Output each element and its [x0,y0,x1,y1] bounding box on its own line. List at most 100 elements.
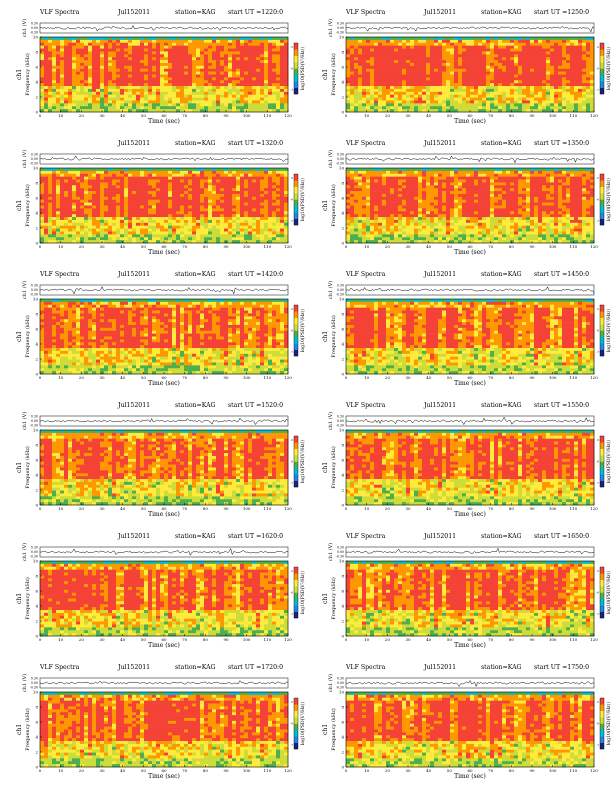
spectrogram-cell [128,222,133,226]
spectrogram-cell [224,54,229,58]
spectrogram-cell [284,103,289,107]
spectrogram-cell [264,91,269,95]
spectrogram-cell [64,219,69,224]
spectrogram-cell [100,237,105,241]
spectrogram-cell [168,234,173,238]
spectrogram-cell [152,54,157,58]
spectrogram-cell [132,88,137,93]
spectrogram-cell [538,62,543,67]
spectrogram-cell [124,188,129,192]
spectrogram-cell [192,65,197,70]
spectrogram-cell [100,51,105,55]
spectrogram-cell [116,240,121,244]
spectrogram-cell [542,68,547,72]
spectrogram-cell [84,188,89,192]
spectrogram-cell [104,103,109,107]
spectrogram-cell [362,74,367,78]
spectrogram-cell [546,94,551,98]
spectrogram-cell [52,54,57,58]
spectrogram-cell [240,88,245,93]
colorbar-tick-label: -7 [596,88,599,92]
spectrogram-cell [44,222,49,226]
spectrogram-cell [450,88,455,93]
spectrogram-cell [534,42,539,46]
spectrogram-cell [48,173,53,177]
spectrogram-cell [386,100,391,104]
spectrogram-cell [244,103,249,107]
spectrogram-cell [116,211,121,215]
spectrogram-cell [164,208,169,212]
spectrogram-cell [156,83,161,87]
spectrogram-cell [406,39,411,44]
spectrogram-cell [264,48,269,52]
spectrogram-cell [418,83,423,87]
spectrogram-cell [470,109,475,113]
spectrogram-cell [236,109,241,113]
spectrogram-cell [68,39,73,44]
spectrogram-cell [498,62,503,67]
spectrogram-cell [76,100,81,104]
spectrogram-cell [112,62,117,67]
spectrogram-cell [554,60,559,64]
spectrogram-cell [462,83,467,87]
spectrogram-cell [224,88,229,93]
spectrogram-cell [502,65,507,70]
spectrogram-cell [140,103,145,107]
spectrogram-cell [276,196,281,201]
spectrogram-cell [224,182,229,186]
spectrogram-cell [196,214,201,218]
spectrogram-cell [538,91,543,95]
spectrogram-cell [80,176,85,180]
spectrogram-cell [92,51,97,55]
spectrogram-cell [144,170,149,175]
spectrogram-cell [148,106,153,110]
spectrogram-cell [76,48,81,52]
spectrogram-cell [578,74,583,78]
spectrogram-cell [88,185,93,189]
spectrogram-cell [224,219,229,224]
spectrogram-cell [252,106,257,110]
spectrogram-cell [390,60,395,64]
spectrogram-cell [434,74,439,78]
spectrogram-cell [570,62,575,67]
spectrogram-cell [232,74,237,78]
spectrogram-cell [116,170,121,175]
spectrogram-cell [248,168,253,172]
spectrogram-cell [268,168,273,172]
spectrogram-cell [394,65,399,70]
spectrogram-cell [128,188,133,192]
spectrogram-cell [358,86,363,90]
spectrogram-cell [518,109,523,113]
spectrogram-cell [438,86,443,90]
spectrogram-cell [390,65,395,70]
spectrogram-cell [120,173,125,177]
spectrogram-cell [220,173,225,177]
spectrogram-cell [268,199,273,203]
spectrogram-cell [216,80,221,84]
spectrogram-cell [108,205,113,209]
spectrogram-cell [200,71,205,75]
spectrogram-cell [462,60,467,64]
spectrogram-cell [240,42,245,46]
spectrogram-cell [248,77,253,81]
spectrogram-cell [200,182,205,186]
spectrogram-cell [176,219,181,224]
spectrogram-cell [582,109,587,113]
spectrogram-cell [132,91,137,95]
spectrogram-cell [526,91,531,95]
spectrogram-cell [116,176,121,180]
spectrogram-cell [112,205,117,209]
spectrogram-cell [256,191,261,195]
spectrogram-cell [268,179,273,183]
spectrogram-cell [486,45,491,49]
spectrogram-cell [180,225,185,229]
spectrogram-cell [370,45,375,49]
colorbar-swatch [600,81,604,88]
spectrogram-cell [244,65,249,70]
spectrogram-cell [124,208,129,212]
spectrogram-cell [434,103,439,107]
spectrogram-cell [248,37,253,41]
spectrogram-cell [192,100,197,104]
spectrogram-cell [394,71,399,75]
spectrogram-cell [60,74,65,78]
